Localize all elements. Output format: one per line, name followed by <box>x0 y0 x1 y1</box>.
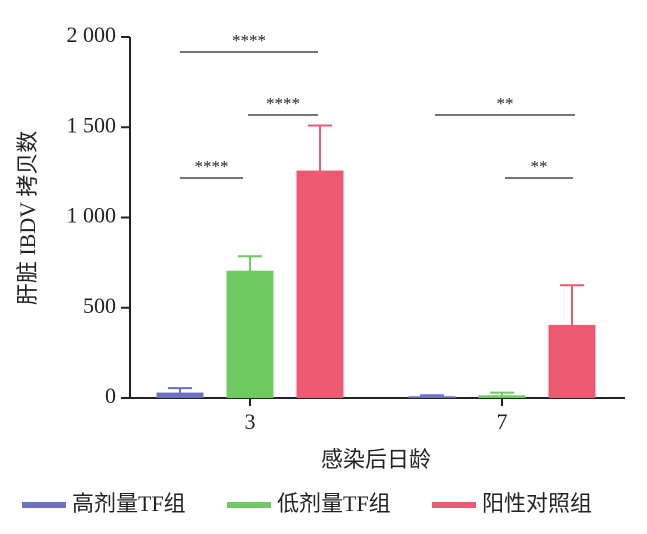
legend-swatch <box>22 502 66 508</box>
significance-label: **** <box>195 157 229 176</box>
legend-label: 高剂量TF组 <box>72 491 186 516</box>
significance-label: ** <box>531 157 548 176</box>
error-bar <box>308 124 332 216</box>
significance-label: ** <box>497 94 514 113</box>
y-tick-label: 0 <box>105 383 116 408</box>
x-tick-label: 7 <box>497 409 508 434</box>
error-bar <box>238 255 262 286</box>
bar <box>226 270 274 398</box>
x-tick-label: 3 <box>245 409 256 434</box>
legend-swatch <box>432 502 476 508</box>
legend-swatch <box>227 502 271 508</box>
error-bar <box>168 387 192 398</box>
significance-label: **** <box>266 94 300 113</box>
x-axis-title: 感染后日龄 <box>321 447 431 472</box>
legend-label: 阳性对照组 <box>482 491 592 516</box>
y-tick-label: 1 500 <box>67 112 117 137</box>
error-bar <box>490 391 514 398</box>
error-bar <box>560 284 584 365</box>
y-tick-label: 2 000 <box>67 22 117 47</box>
error-bar <box>420 394 444 398</box>
y-tick-label: 500 <box>83 293 116 318</box>
legend-label: 低剂量TF组 <box>277 491 391 516</box>
y-axis-title: 肝脏 IBDV 拷贝数 <box>15 131 40 305</box>
significance-label: **** <box>232 31 266 50</box>
y-tick-label: 1 000 <box>67 203 117 228</box>
